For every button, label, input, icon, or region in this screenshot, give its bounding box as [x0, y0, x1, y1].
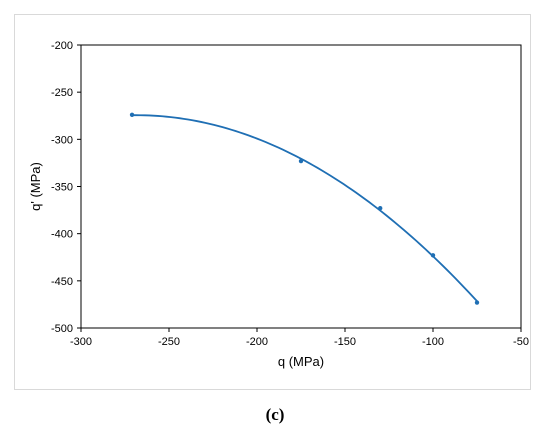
- y-tick-label: -350: [51, 182, 73, 194]
- y-tick-label: -400: [51, 229, 73, 241]
- x-axis-title: q (MPa): [278, 354, 324, 369]
- data-point: [129, 112, 135, 118]
- plot-area: [80, 44, 522, 329]
- data-point: [298, 158, 304, 164]
- x-tick-label: -200: [246, 336, 268, 348]
- data-point: [474, 300, 480, 305]
- y-tick-label: -200: [51, 40, 73, 52]
- data-point: [430, 253, 436, 258]
- data-points: [129, 112, 480, 305]
- y-tick-label: -450: [51, 276, 73, 288]
- x-tick-label: -150: [334, 336, 356, 348]
- x-axis-ticks: -300 -250 -200 -150 -100 -50: [70, 328, 529, 348]
- trendline: [132, 114, 478, 302]
- x-tick-label: -300: [70, 336, 92, 348]
- figure-caption: (c): [265, 405, 285, 424]
- y-axis-title: q' (MPa): [28, 162, 43, 211]
- y-axis-ticks: -200 -250 -300 -350 -400 -450 -500: [51, 40, 81, 335]
- data-point: [378, 205, 383, 211]
- x-tick-label: -100: [422, 336, 444, 348]
- x-tick-label: -50: [513, 336, 529, 348]
- y-tick-label: -300: [51, 134, 73, 146]
- y-tick-label: -500: [51, 323, 73, 335]
- x-tick-label: -250: [158, 336, 180, 348]
- y-tick-label: -250: [51, 87, 73, 99]
